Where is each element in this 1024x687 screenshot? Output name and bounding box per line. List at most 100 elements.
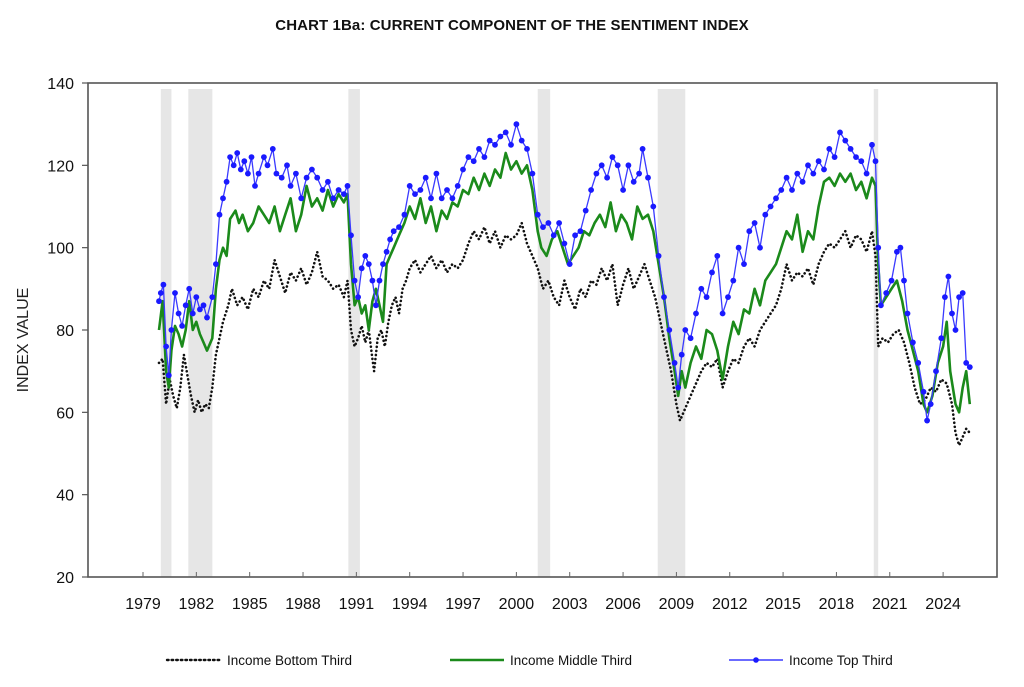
x-tick-label: 2012 [712,596,748,613]
legend-label-bottom-third: Income Bottom Third [227,652,353,668]
data-point [938,335,945,342]
data-point [314,174,321,181]
data-point [449,195,456,202]
data-point [897,244,904,251]
data-point [927,401,934,407]
x-tick-label: 2024 [925,596,961,613]
series-line [157,221,972,447]
data-point [508,141,514,148]
data-point [157,290,164,296]
data-point [204,314,210,321]
x-tick-label: 2000 [499,596,535,613]
data-point [604,174,610,181]
data-point [888,277,895,284]
data-point [396,224,402,231]
x-axis: 1979 1982 1985 1988 1991 1994 1997 2000 2003 2006… [125,572,961,613]
data-point [513,121,520,128]
x-tick-label: 2021 [872,596,908,613]
data-point [362,253,369,259]
data-point [245,170,251,177]
data-point [465,154,472,161]
y-tick-label: 40 [56,488,74,505]
data-point [773,195,779,202]
data-point [875,244,882,251]
y-tick-label: 100 [47,241,74,258]
data-point [869,141,875,148]
legend: Income Bottom Third Income Middle Third … [0,650,1024,674]
data-point [454,183,461,189]
data-point [303,174,310,181]
data-point [878,302,884,309]
data-point [762,211,769,218]
legend-item-bottom-third: Income Bottom Third [165,650,352,670]
data-point [255,170,262,177]
data-point [661,294,667,300]
data-point [609,154,616,161]
data-point [540,224,546,231]
data-point [933,368,939,375]
data-point [341,191,347,198]
data-point [518,137,525,144]
data-point [636,170,642,177]
data-point [725,294,731,300]
data-point [383,248,390,255]
series-line [158,123,971,422]
data-point [193,294,200,300]
data-point [179,323,186,329]
data-point [952,327,959,333]
data-point [163,343,170,350]
data-point [486,137,493,144]
x-tick-label: 1994 [392,596,428,613]
data-point [949,310,955,317]
data-point [588,187,594,193]
data-point [837,129,843,136]
data-point [348,232,354,239]
data-point [920,388,927,395]
x-tick-label: 1997 [445,596,481,613]
data-point [810,170,817,177]
data-point [842,137,849,144]
data-point [741,261,747,267]
data-point [470,158,477,165]
data-point [365,261,372,267]
data-point [237,166,244,173]
data-point [577,228,584,235]
data-point [894,248,900,255]
data-point [376,277,383,284]
data-point [794,170,801,177]
data-point [284,162,290,169]
data-point [805,162,811,169]
data-point [815,158,822,165]
series-line [157,151,972,414]
data-point [438,195,445,202]
x-tick-label: 1988 [285,596,321,613]
data-point [703,294,710,300]
data-point [373,302,379,309]
recession-band [657,89,686,577]
data-point [412,191,418,198]
x-tick-label: 2003 [552,596,588,613]
data-point [335,187,342,193]
data-point [330,195,337,202]
x-tick-label: 1985 [232,596,268,613]
data-point [422,174,429,181]
data-point [524,146,530,152]
data-point [826,146,833,152]
data-point [165,372,172,379]
data-point [556,220,562,226]
legend-label-top-third: Income Top Third [789,652,893,668]
data-point [582,207,589,214]
data-point [220,195,226,202]
data-point [182,302,189,309]
data-point [821,166,827,173]
x-tick-label: 2009 [659,596,695,613]
data-point [433,170,440,177]
data-point [915,360,922,366]
x-tick-label: 2015 [765,596,801,613]
data-point [319,187,326,193]
data-point [671,360,678,366]
data-point [344,183,351,189]
data-point [630,178,637,185]
data-point [783,174,790,181]
